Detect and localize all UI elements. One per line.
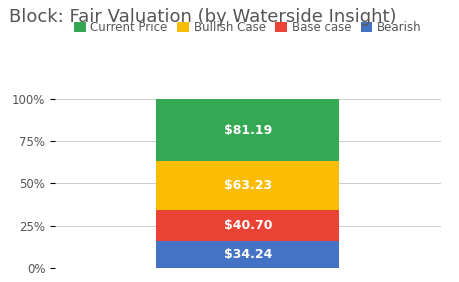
Bar	[156, 161, 339, 210]
Text: $63.23: $63.23	[224, 179, 272, 192]
Bar	[156, 210, 339, 241]
Text: $34.24: $34.24	[224, 248, 272, 261]
Text: $81.19: $81.19	[224, 124, 272, 136]
Text: $40.70: $40.70	[224, 219, 272, 232]
Bar	[156, 99, 339, 161]
Bar	[156, 241, 339, 268]
Text: Block: Fair Valuation (by Waterside Insight): Block: Fair Valuation (by Waterside Insi…	[9, 8, 397, 27]
Legend: Current Price, Bullish Case, Base case, Bearish: Current Price, Bullish Case, Base case, …	[69, 17, 426, 39]
